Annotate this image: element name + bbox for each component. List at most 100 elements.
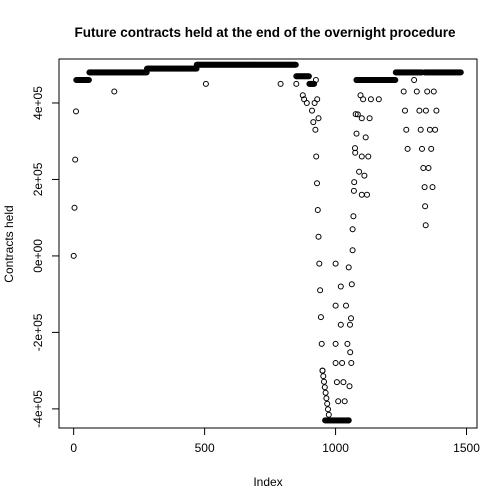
data-point bbox=[325, 406, 331, 413]
data-point bbox=[422, 203, 429, 210]
data-point bbox=[425, 165, 432, 171]
data-point bbox=[352, 111, 359, 118]
data-point bbox=[347, 349, 354, 356]
data-point bbox=[72, 156, 79, 163]
y-axis-label: Contracts held bbox=[2, 205, 16, 282]
plot-area bbox=[70, 61, 464, 424]
y-tick-label: 4e+05 bbox=[31, 86, 45, 120]
data-point bbox=[277, 80, 284, 87]
data-point bbox=[314, 96, 321, 103]
data-point bbox=[292, 61, 299, 68]
data-point bbox=[429, 184, 436, 191]
data-point bbox=[413, 88, 420, 95]
data-point bbox=[319, 367, 326, 374]
data-point bbox=[422, 222, 429, 229]
data-point bbox=[346, 383, 353, 390]
x-axis: 0 500 1000 1500 bbox=[70, 428, 480, 455]
data-point bbox=[332, 360, 339, 366]
data-point bbox=[348, 360, 355, 366]
data-point bbox=[432, 126, 439, 133]
data-point bbox=[430, 88, 437, 95]
data-point bbox=[411, 77, 418, 83]
data-point bbox=[85, 77, 92, 83]
data-point bbox=[367, 96, 374, 103]
plot-frame bbox=[58, 58, 478, 429]
data-point bbox=[404, 145, 411, 152]
data-point bbox=[305, 73, 312, 80]
data-point bbox=[325, 411, 332, 418]
data-point bbox=[351, 179, 358, 186]
data-point bbox=[422, 107, 429, 114]
data-point bbox=[312, 77, 319, 83]
data-point bbox=[316, 260, 323, 267]
data-point bbox=[321, 384, 328, 391]
data-point bbox=[350, 213, 357, 220]
data-point bbox=[321, 378, 327, 385]
data-point bbox=[111, 88, 118, 95]
data-point bbox=[375, 96, 382, 103]
data-point bbox=[73, 108, 79, 115]
data-point bbox=[364, 191, 370, 198]
data-point bbox=[369, 77, 376, 83]
chart-title: Future contracts held at the end of the … bbox=[74, 25, 456, 40]
data-point bbox=[332, 340, 339, 347]
data-point bbox=[416, 107, 423, 114]
data-point bbox=[315, 115, 322, 122]
data-point bbox=[347, 321, 353, 328]
data-point bbox=[417, 126, 424, 133]
data-point bbox=[337, 321, 344, 328]
y-tick-label: 0e+00 bbox=[31, 239, 45, 273]
x-tick-label: 0 bbox=[70, 441, 77, 455]
data-point bbox=[360, 96, 367, 103]
data-point bbox=[323, 395, 330, 402]
data-point bbox=[314, 207, 321, 213]
data-point bbox=[335, 398, 342, 405]
data-point bbox=[419, 145, 425, 152]
data-point bbox=[365, 153, 372, 160]
data-point bbox=[70, 252, 77, 259]
data-point bbox=[421, 184, 428, 191]
x-tick-label: 1500 bbox=[453, 441, 480, 455]
data-point bbox=[337, 283, 344, 290]
data-point bbox=[299, 92, 306, 99]
data-point bbox=[433, 107, 440, 114]
y-tick-label: 2e+05 bbox=[31, 162, 45, 196]
data-point bbox=[358, 115, 365, 122]
data-point bbox=[457, 69, 464, 76]
data-point bbox=[356, 168, 363, 175]
data-point bbox=[426, 126, 433, 133]
data-point bbox=[392, 77, 399, 83]
data-point bbox=[402, 107, 408, 114]
data-point bbox=[303, 100, 310, 106]
data-point bbox=[202, 80, 209, 87]
x-axis-label: Index bbox=[253, 475, 282, 489]
data-point bbox=[317, 287, 324, 294]
data-point bbox=[333, 379, 340, 386]
data-point bbox=[345, 417, 352, 424]
data-point bbox=[348, 281, 355, 288]
x-tick-label: 1000 bbox=[322, 441, 349, 455]
data-point bbox=[400, 88, 407, 95]
data-point bbox=[309, 107, 315, 114]
data-point bbox=[348, 315, 354, 322]
data-point bbox=[358, 191, 365, 198]
data-point bbox=[312, 126, 319, 133]
x-tick-label: 500 bbox=[195, 441, 215, 455]
data-point bbox=[352, 149, 359, 156]
data-point bbox=[424, 88, 431, 95]
data-point bbox=[350, 187, 357, 194]
data-point bbox=[349, 226, 356, 233]
data-point bbox=[353, 130, 360, 137]
data-point bbox=[315, 233, 322, 240]
data-point bbox=[340, 379, 347, 386]
data-point bbox=[362, 134, 369, 141]
data-point bbox=[428, 145, 435, 152]
data-point bbox=[349, 247, 356, 254]
data-point bbox=[358, 153, 365, 160]
data-point bbox=[71, 204, 78, 211]
data-point bbox=[318, 340, 325, 347]
data-point bbox=[361, 172, 368, 179]
data-point bbox=[366, 115, 373, 122]
data-point bbox=[341, 398, 348, 405]
